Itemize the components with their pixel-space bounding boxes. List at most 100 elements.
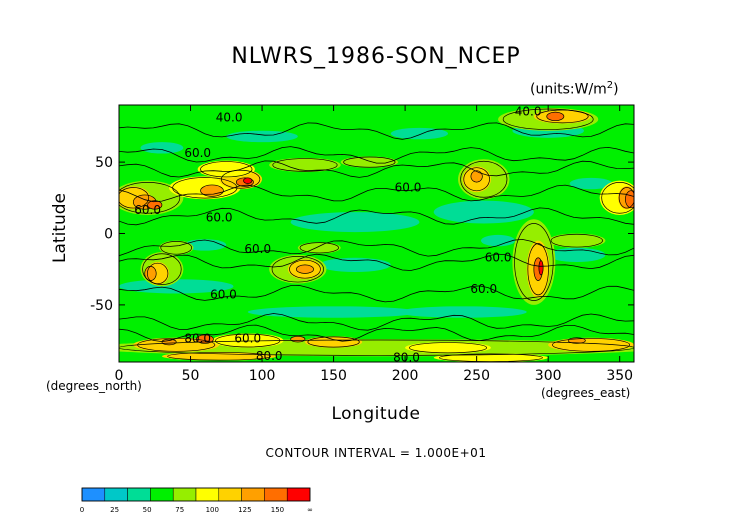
x-tick-label-3: 150 (320, 368, 347, 384)
contour-ring-34 (160, 241, 193, 255)
heatmap-region-2 (319, 257, 391, 273)
heatmap-region-13 (140, 142, 184, 154)
contour-ring-36 (119, 339, 634, 356)
colorbar-swatch-5 (195, 487, 220, 502)
contour-interval-label: CONTOUR INTERVAL = 1.000E+01 (265, 446, 487, 460)
heatmap-region-18 (197, 160, 255, 178)
colorbar-border (81, 487, 311, 502)
contour-ring-22 (146, 262, 169, 285)
x-axis-label: Longitude (331, 404, 421, 424)
colorbar-tick-label-6: 150 (271, 506, 284, 514)
colorbar-swatch-7 (241, 487, 265, 502)
contour-label-0: 40.0 (216, 110, 243, 124)
heatmap-region-38 (211, 333, 284, 348)
heatmap-region-0 (433, 200, 534, 224)
contour-line-1 (119, 146, 634, 164)
contour-ring-26 (463, 167, 490, 192)
contour-label-11: 80.0 (256, 349, 283, 363)
colorbar-swatch-3 (150, 487, 174, 502)
contour-line-5 (119, 238, 634, 257)
x-tick-label-5: 250 (463, 368, 490, 384)
heatmap-region-41 (548, 337, 634, 353)
contour-label-13: 60.0 (485, 250, 512, 264)
colorbar-tick-label-3: 75 (175, 506, 184, 514)
heatmap-core-4 (243, 177, 253, 184)
contour-ring-17 (220, 169, 261, 189)
contour-label-6: 60.0 (470, 282, 497, 296)
heatmap-core-6 (296, 264, 314, 274)
heatmap-region-42 (433, 353, 549, 362)
y-unit-label: (degrees_north) (46, 379, 142, 393)
colorbar-tick-label-0: 0 (80, 506, 84, 514)
heatmap-region-19 (269, 157, 341, 173)
contour-ring-15 (119, 187, 150, 209)
x-tick-label-1: 50 (182, 368, 200, 384)
heatmap-region-35 (297, 242, 341, 254)
colorbar-swatch-4 (172, 487, 197, 502)
units-label: (units:W/m2) (530, 80, 619, 98)
heatmap-region-9 (226, 130, 298, 143)
heatmap-region-40 (405, 342, 491, 354)
heatmap-core-1 (147, 200, 163, 210)
heatmap-core-11 (546, 111, 565, 122)
x-tick-label-4: 200 (392, 368, 419, 384)
colorbar-tick-label-4: 100 (206, 506, 219, 514)
contour-ring-18 (200, 161, 253, 178)
heatmap-region-12 (480, 234, 516, 247)
contour-label-1: 40.0 (515, 105, 542, 119)
contour-ring-40 (409, 342, 488, 354)
y-tick-label-2: -50 (90, 298, 113, 314)
contour-ring-41 (552, 338, 631, 352)
heatmap-region-39 (304, 336, 363, 348)
colorbar-tick-label-1: 25 (110, 506, 119, 514)
contour-ring-25 (460, 160, 508, 198)
colorbar-swatch-0 (81, 487, 106, 502)
contour-ring-14 (119, 182, 181, 214)
y-tick-label-1: 0 (104, 227, 113, 243)
contour-ring-27 (514, 223, 554, 301)
heatmap-background (119, 105, 634, 362)
heatmap-region-33 (548, 233, 606, 248)
contour-line-2 (119, 160, 634, 178)
colorbar-tick-label-7: ∞ (307, 506, 313, 514)
contour-line-9 (119, 324, 634, 343)
x-tick-label-7: 350 (606, 368, 633, 384)
contour-line-7 (119, 284, 634, 303)
x-unit-label: (degrees_east) (541, 386, 631, 400)
x-tick-label-2: 100 (249, 368, 276, 384)
heatmap-region-3 (119, 279, 234, 294)
colorbar-swatch-1 (104, 487, 128, 502)
heatmap-core-9 (470, 170, 483, 183)
contour-line-0 (119, 122, 634, 140)
heatmap-region-20 (340, 156, 398, 168)
colorbar-tick-label-2: 50 (143, 506, 152, 514)
contour-label-2: 60.0 (184, 146, 211, 160)
contour-line-8 (119, 313, 634, 331)
heatmap-region-5 (397, 306, 527, 318)
contour-ring-38 (215, 333, 281, 348)
contour-label-7: 60.0 (210, 287, 237, 301)
x-tick-label-0: 0 (115, 368, 124, 384)
chart-title: NLWRS_1986-SON_NCEP (231, 44, 521, 69)
colorbar-swatch-2 (127, 487, 151, 502)
contour-line-3 (119, 184, 634, 203)
heatmap-core-10 (625, 190, 634, 209)
colorbar-swatch-6 (218, 487, 242, 502)
heatmap-core-14 (290, 335, 306, 343)
x-tick-label-6: 300 (535, 368, 562, 384)
contour-ring-19 (272, 158, 338, 172)
colorbar-swatch-9 (286, 487, 311, 502)
heatmap-core-13 (161, 338, 177, 346)
contour-ring-23 (271, 255, 324, 283)
contour-line-4 (119, 207, 634, 226)
contour-ring-30 (536, 109, 589, 124)
heatmap-region-4 (247, 306, 420, 318)
contour-ring-35 (299, 242, 339, 254)
contour-label-9: 80.0 (184, 332, 211, 346)
colorbar-swatch-8 (264, 487, 288, 502)
heatmap-field: 40.0 40.0 60.0 60.0 60.0 60.0 60.0 60.0 60.0 80.0… (119, 105, 634, 363)
contour-ring-20 (343, 156, 396, 168)
contour-label-5: 60.0 (244, 242, 271, 256)
contour-label-4: 60.0 (206, 210, 233, 224)
contour-label-10: 60.0 (234, 332, 261, 346)
